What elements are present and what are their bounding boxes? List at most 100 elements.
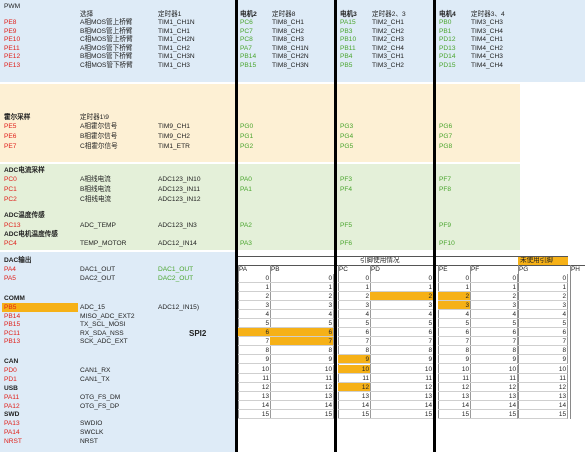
pin-cell: 9	[370, 355, 434, 365]
motor4-adc-pin: PF7	[439, 176, 452, 183]
motor2-pin: PA7	[240, 44, 252, 52]
motor3-channel: TIM3_CH1	[372, 53, 404, 60]
pin-cell: 13	[270, 391, 334, 401]
pin-cell: 11	[238, 373, 271, 383]
unused-pin-cell: 6	[270, 328, 334, 338]
unused-pin-cell: 12	[338, 382, 371, 392]
table-top-border	[238, 256, 568, 257]
divider-motor2	[235, 0, 238, 452]
pin-cell: 3	[370, 301, 434, 311]
motor3-hall-pin: PG4	[340, 133, 354, 140]
dac-channel: DAC2_OUT	[158, 275, 194, 282]
adc-temp-channel: ADC123_IN3	[158, 222, 197, 229]
pin-cell: 11	[518, 373, 568, 383]
comm-pin: PB5	[4, 304, 17, 311]
adc-pin: PC0	[4, 176, 17, 183]
adc-desc: B相线电流	[80, 186, 111, 193]
pwm-desc: A相MOS管下桥臂	[80, 44, 133, 52]
pin-cell: 15	[338, 409, 371, 419]
pin-cell: 10	[370, 364, 434, 374]
swd-title: SWD	[4, 411, 20, 418]
pin-cell: 12	[238, 382, 271, 392]
pin-cell: 11	[438, 373, 471, 383]
pin-cell: 14	[370, 400, 434, 410]
column-separator	[238, 265, 239, 419]
unused-legend-label: 未使用引脚	[520, 257, 553, 264]
comm-pin: PB13	[4, 338, 21, 346]
select-label: 选择	[80, 11, 94, 18]
comm-desc: SCK_ADC_EXT	[80, 338, 128, 346]
motor2-hall-pin: PG2	[240, 143, 254, 150]
pin-cell: 3	[518, 301, 568, 311]
pin-cell: 13	[438, 391, 471, 401]
comm-pin-highlight	[2, 303, 78, 312]
pwm-channel: TIM1_CH2	[158, 44, 190, 52]
swd-pin: PA13	[4, 420, 20, 427]
column-separator	[518, 265, 519, 419]
motor4-adc-pin: PF8	[439, 186, 452, 193]
adc-motor-temp-channel: ADC12_IN14	[158, 240, 197, 247]
dac-pin: PA4	[4, 266, 16, 273]
motor2-adc-pin: PA1	[240, 186, 252, 193]
pin-cell: 4	[518, 310, 568, 320]
comm-desc: TX_SCL_MOSI	[80, 321, 126, 329]
adc-motor-temp-title: ADC电机温度传感	[4, 231, 58, 238]
pin-cell: 8	[338, 346, 371, 356]
pin-cell: 9	[270, 355, 334, 365]
can-pin: PD0	[4, 367, 17, 374]
motor3-hall-pin: PG5	[340, 143, 354, 150]
motor4-adc-temp-pin: PF9	[439, 222, 452, 229]
hall-channel: TIM1_ETR	[158, 143, 190, 150]
pin-cell: 13	[518, 391, 568, 401]
motor2-channel: TIM8_CH1N	[272, 44, 309, 52]
pin-cell: 0	[270, 274, 334, 283]
column-header: PB	[271, 266, 280, 273]
pwm-desc: B相MOS管下桥臂	[80, 53, 133, 60]
pin-cell: 0	[518, 274, 568, 283]
comm-desc: ADC_15	[80, 304, 105, 311]
motor4-channel: TIM4_CH3	[471, 53, 503, 60]
adc-desc: C相线电流	[80, 196, 112, 203]
pin-cell: 8	[370, 346, 434, 356]
adc-temp-title: ADC温度传感	[4, 212, 45, 219]
pin-cell: 4	[238, 310, 271, 320]
pin-cell: 10	[438, 364, 471, 374]
column-header: PC	[339, 266, 348, 273]
column-header: PH	[571, 266, 580, 273]
pin-cell: 7	[238, 337, 271, 347]
hall-desc: C相霍尔信号	[80, 143, 118, 150]
pin-cell: 7	[338, 337, 371, 347]
comm-pin: PB14	[4, 312, 21, 320]
motor4-pin: PD15	[439, 61, 456, 69]
pin-cell: 5	[338, 319, 371, 329]
motor2-timer: 定时器8	[272, 11, 296, 18]
motor2-pin: PB14	[240, 53, 257, 60]
pin-cell: 7	[370, 337, 434, 347]
pin-cell: 1	[238, 283, 271, 293]
adc-channel: ADC123_IN12	[158, 196, 201, 203]
swd-pin: PA14	[4, 429, 20, 436]
lower-band	[0, 252, 236, 452]
pin-cell: 9	[238, 355, 271, 365]
swd-desc: NRST	[80, 438, 98, 445]
pin-cell: 8	[238, 346, 271, 356]
pin-cell: 4	[438, 310, 471, 320]
pwm-channel: TIM1_CH3N	[158, 53, 195, 60]
spi2-label: SPI2	[189, 329, 207, 338]
pin-cell: 2	[470, 292, 518, 302]
usb-pin: PA11	[4, 394, 20, 401]
swd-pin: NRST	[4, 438, 22, 445]
pin-cell: 9	[438, 355, 471, 365]
pin-cell: 15	[438, 409, 471, 419]
motor4-channel: TIM4_CH4	[471, 61, 503, 69]
motor4-pin: PB0	[439, 19, 452, 26]
pin-cell: 14	[470, 400, 518, 410]
pin-cell: 1	[518, 283, 568, 293]
motor3-pin: PB11	[340, 44, 356, 52]
divider-motor4	[433, 0, 436, 452]
pin-cell: 5	[518, 319, 568, 329]
motor4-channel: TIM4_CH1	[471, 36, 503, 43]
motor4-channel: TIM4_CH2	[471, 44, 503, 52]
pin-cell: 7	[470, 337, 518, 347]
